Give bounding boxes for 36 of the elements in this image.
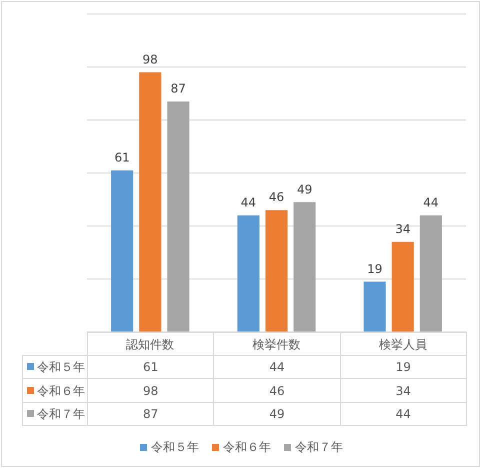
data-label: 44 [214,356,340,379]
data-label: 98 [88,378,214,402]
data-label: 19 [340,356,466,379]
text: 19 [367,262,382,276]
bar [392,242,414,332]
text: 87 [170,82,186,96]
data-label: 46 [214,378,340,402]
bar [420,215,442,332]
data-label: 44 [340,402,466,426]
bar [294,202,316,332]
text: 令和５年 [37,360,85,374]
bar [265,210,288,332]
text: 44 [423,196,439,210]
text: 61 [114,150,130,164]
bar [167,101,190,332]
text: 98 [142,52,158,66]
data-label: 87 [88,402,214,426]
bar [237,215,260,332]
text: 令和７年 [37,406,85,421]
text: 46 [268,190,284,204]
legend-label: 令和７年 [295,440,343,454]
legend-label: 令和５年 [151,440,199,454]
bar [139,72,162,332]
x-tick-label: 検挙件数 [252,337,300,352]
x-tick-label: 認知件数 [126,337,174,352]
data-label: 49 [214,402,340,426]
text: 令和６年 [37,384,85,398]
x-tick-label: 検挙人員 [378,337,427,352]
bar [364,282,386,332]
data-label: 61 [88,356,214,379]
data-label: 34 [340,378,466,402]
text: 44 [240,196,256,210]
legend-label: 令和６年 [223,440,271,454]
text: 49 [296,182,312,196]
bar [111,170,134,332]
text: 34 [395,222,410,236]
